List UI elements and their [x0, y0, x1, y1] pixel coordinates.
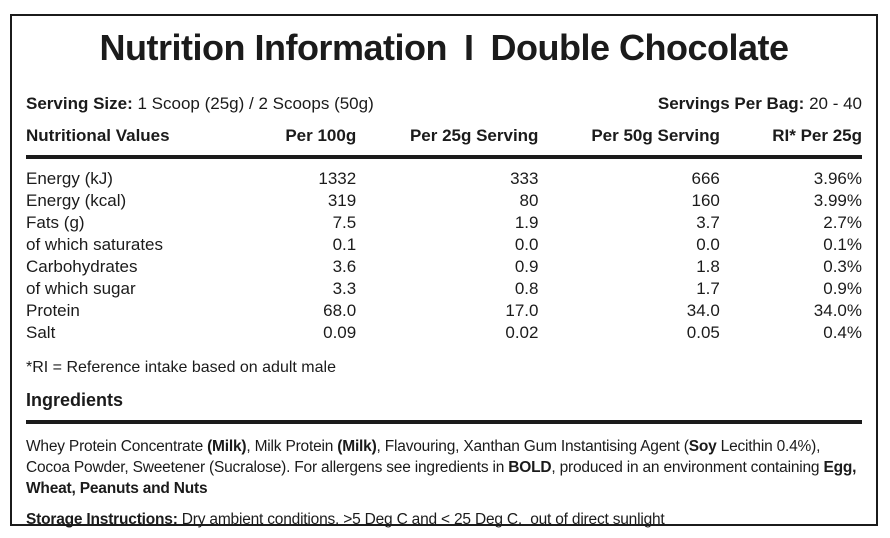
ri-cell: 0.9%: [823, 278, 862, 298]
serving-size-value: 1 Scoop (25g) / 2 Scoops (50g): [137, 93, 374, 113]
row-energy-kcal: Energy (kcal) 319 80 160 3.99%: [26, 190, 862, 212]
nutrient-name-cell: of which saturates: [26, 234, 164, 254]
nutrient-name-cell: Salt: [26, 322, 56, 342]
ri-cell: 3.99%: [813, 190, 862, 210]
nutrition-table: Nutritional Values Per 100g Per 25g Serv…: [26, 125, 862, 344]
ri-footnote: *RI = Reference intake based on adult ma…: [26, 358, 336, 376]
ingredients-text: Whey Protein Concentrate (Milk), Milk Pr…: [26, 437, 857, 497]
per-25g-cell: 17.0: [505, 300, 539, 320]
per-25g-cell: 80: [519, 190, 539, 210]
header-per-50g-serving: Per 50g Serving: [538, 125, 720, 159]
per-25g-cell: 1.9: [514, 212, 539, 232]
nutrient-name-cell: of which sugar: [26, 278, 136, 298]
row-saturates: of which saturates 0.1 0.0 0.0 0.1%: [26, 234, 862, 256]
page-title: Nutrition Information I Double Chocolate: [26, 28, 862, 68]
per-50g-cell: 1.7: [696, 278, 720, 298]
ri-cell: 0.3%: [823, 256, 862, 276]
per-100g-cell: 0.1: [332, 234, 357, 254]
servings-per-bag: Servings Per Bag: 20 - 40: [658, 94, 862, 114]
title-flavour: Double Chocolate: [490, 27, 789, 68]
ri-cell: 34.0%: [813, 300, 862, 320]
per-25g-cell: 333: [510, 168, 539, 188]
per-100g-cell: 319: [327, 190, 357, 210]
nutrient-name-cell: Fats (g): [26, 212, 85, 232]
ri-cell: 2.7%: [823, 212, 862, 232]
per-100g-cell: 1332: [318, 168, 357, 188]
header-nutritional-values: Nutritional Values: [26, 125, 235, 159]
row-sugar: of which sugar 3.3 0.8 1.7 0.9%: [26, 278, 862, 300]
per-50g-cell: 160: [691, 190, 720, 210]
row-fats: Fats (g) 7.5 1.9 3.7 2.7%: [26, 212, 862, 234]
servings-per-bag-label: Servings Per Bag:: [657, 93, 805, 113]
nutrient-name-cell: Carbohydrates: [26, 256, 138, 276]
storage-instructions-label: Storage Instructions:: [26, 510, 178, 528]
nutrition-label: Nutrition Information I Double Chocolate S…: [10, 14, 878, 528]
serving-size: Serving Size: 1 Scoop (25g) / 2 Scoops (…: [26, 94, 374, 114]
title-left: Nutrition Information: [99, 27, 448, 68]
table-header-row: Nutritional Values Per 100g Per 25g Serv…: [26, 125, 862, 159]
nutrient-name-cell: Protein: [26, 300, 80, 320]
per-50g-cell: 34.0: [686, 300, 720, 320]
per-25g-cell: 0.0: [514, 234, 539, 254]
nutrient-name-cell: Energy (kJ): [26, 168, 113, 188]
per-50g-cell: 0.0: [696, 234, 720, 254]
serving-size-label: Serving Size:: [26, 93, 133, 113]
ingredients-divider: [26, 419, 862, 424]
storage-instructions-text: Dry ambient conditions, >5 Deg C and < 2…: [177, 510, 665, 528]
per-100g-cell: 3.6: [332, 256, 357, 276]
nutrient-name-cell: Energy (kcal): [26, 190, 127, 210]
header-per-100g: Per 100g: [235, 125, 357, 159]
header-ri-per-25g: RI* Per 25g: [719, 125, 862, 159]
per-100g-cell: 7.5: [332, 212, 357, 232]
per-50g-cell: 3.7: [696, 212, 720, 232]
header-per-25g-serving: Per 25g Serving: [356, 125, 539, 159]
per-100g-cell: 68.0: [323, 300, 357, 320]
ri-cell: 0.1%: [823, 234, 862, 254]
per-50g-cell: 666: [691, 168, 720, 188]
per-100g-cell: 3.3: [332, 278, 357, 298]
per-100g-cell: 0.09: [323, 322, 357, 342]
ingredients-heading: Ingredients: [26, 389, 124, 410]
per-25g-cell: 0.8: [514, 278, 539, 298]
row-protein: Protein 68.0 17.0 34.0 34.0%: [26, 300, 862, 322]
per-50g-cell: 1.8: [696, 256, 720, 276]
row-carbohydrates: Carbohydrates 3.6 0.9 1.8 0.3%: [26, 256, 862, 278]
row-salt: Salt 0.09 0.02 0.05 0.4%: [26, 322, 862, 344]
serving-row: Serving Size: 1 Scoop (25g) / 2 Scoops (…: [26, 94, 862, 114]
row-energy-kj: Energy (kJ) 1332 333 666 3.96%: [26, 157, 862, 190]
per-25g-cell: 0.9: [514, 256, 539, 276]
servings-per-bag-value: 20 - 40: [809, 93, 862, 113]
title-separator: I: [463, 27, 474, 68]
per-25g-cell: 0.02: [505, 322, 539, 342]
per-50g-cell: 0.05: [686, 322, 720, 342]
storage-instructions: Storage Instructions: Dry ambient condit…: [26, 509, 862, 530]
ri-cell: 3.96%: [813, 168, 862, 188]
ri-cell: 0.4%: [823, 322, 862, 342]
